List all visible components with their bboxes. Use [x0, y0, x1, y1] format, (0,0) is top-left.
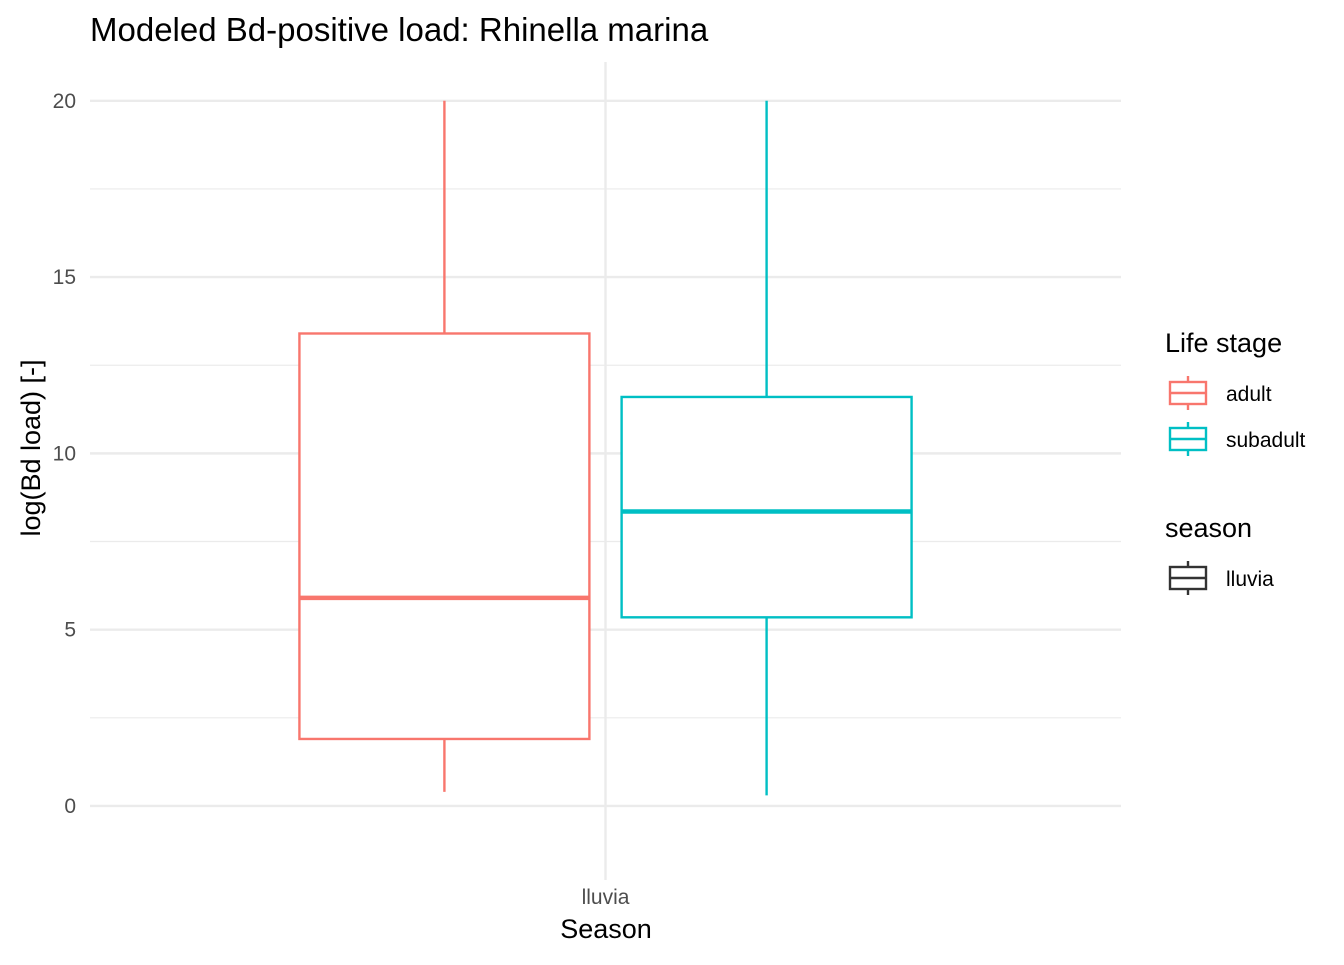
legend-label: lluvia [1226, 568, 1274, 591]
x-axis: lluvia [582, 886, 630, 909]
legend-key-lluvia [1168, 561, 1208, 595]
box-body [298, 332, 591, 741]
box-subadult [620, 100, 913, 796]
y-axis-title: log(Bd load) [-] [16, 359, 46, 536]
x-axis-title: Season [560, 914, 652, 944]
y-tick-label: 15 [53, 266, 76, 289]
y-tick-label: 0 [64, 795, 76, 818]
legend-title: season [1165, 513, 1252, 543]
y-tick-label: 10 [53, 442, 76, 465]
legend: Life stage adult subadult season lluvia [1165, 328, 1306, 595]
legend-key-adult [1168, 376, 1208, 410]
x-tick-label: lluvia [582, 886, 630, 909]
boxes [298, 100, 913, 796]
legend-title: Life stage [1165, 328, 1282, 358]
grid [90, 62, 1121, 880]
box-adult [298, 100, 591, 792]
y-tick-label: 5 [64, 619, 76, 642]
legend-key-subadult [1168, 422, 1208, 456]
legend-label: adult [1226, 383, 1272, 406]
y-tick-label: 20 [53, 90, 76, 113]
chart-title: Modeled Bd-positive load: Rhinella marin… [90, 11, 709, 48]
legend-label: subadult [1226, 429, 1306, 452]
y-axis: 0 5 10 15 20 [53, 90, 76, 818]
box-body [620, 395, 913, 619]
